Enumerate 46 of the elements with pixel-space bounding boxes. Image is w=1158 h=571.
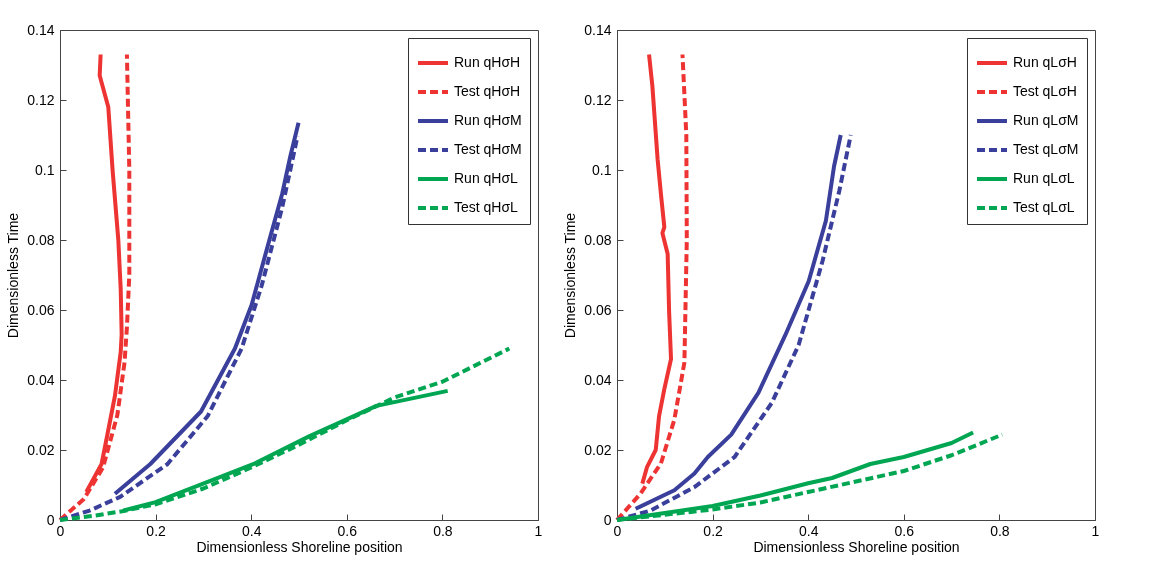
- legend-label: Run qHσL: [454, 170, 519, 186]
- x-tick-label: 0.6: [894, 522, 915, 539]
- y-tick-label: 0.1: [35, 161, 55, 178]
- y-tick-label: 0.06: [584, 301, 612, 318]
- y-tick-label: 0.02: [584, 441, 612, 458]
- y-tick-label: 0.04: [584, 371, 612, 388]
- y-tick-label: 0.06: [27, 301, 55, 318]
- y-tick-label: 0.14: [27, 21, 55, 38]
- legend-label: Run qHσM: [454, 112, 522, 128]
- legend-label: Run qHσH: [454, 54, 521, 70]
- legend-label: Test qLσM: [1013, 141, 1079, 157]
- y-axis-title: Dimensionless Time: [5, 212, 22, 339]
- x-tick-label: 0.8: [433, 522, 453, 539]
- legend-label: Test qHσM: [454, 141, 522, 157]
- y-tick-label: 0.1: [592, 161, 612, 178]
- y-tick-label: 0: [46, 511, 55, 528]
- line-series: [58, 346, 512, 522]
- legend-label: Test qLσH: [1013, 83, 1077, 99]
- y-tick-label: 0.12: [27, 91, 55, 108]
- y-tick-label: 0.08: [27, 231, 55, 248]
- x-tick-label: 1: [1091, 522, 1100, 539]
- x-axis-title: Dimensionless Shoreline position: [753, 538, 960, 555]
- y-axis-title: Dimensionless Time: [562, 212, 579, 339]
- legend-label: Test qHσH: [454, 83, 521, 99]
- x-tick-label: 1: [534, 522, 543, 539]
- line-series: [58, 52, 132, 522]
- x-tick-label: 0.4: [241, 522, 262, 539]
- x-axis-title: Dimensionless Shoreline position: [196, 538, 403, 555]
- x-tick-label: 0.2: [146, 522, 167, 539]
- legend-label: Run qLσL: [1013, 170, 1075, 186]
- y-tick-label: 0.12: [584, 91, 612, 108]
- y-tick-label: 0.04: [27, 371, 55, 388]
- legend-label: Test qLσL: [1013, 199, 1075, 215]
- y-tick-label: 0: [603, 511, 612, 528]
- x-tick-label: 0.8: [990, 522, 1010, 539]
- x-tick-label: 0.6: [337, 522, 358, 539]
- y-tick-label: 0.02: [27, 441, 55, 458]
- legend-label: Test qHσL: [454, 199, 519, 215]
- y-tick-label: 0.14: [584, 21, 612, 38]
- line-series: [615, 52, 689, 522]
- legend-label: Run qLσM: [1013, 112, 1079, 128]
- x-tick-label: 0.4: [798, 522, 819, 539]
- legend-label: Run qLσH: [1013, 54, 1077, 70]
- line-series: [121, 388, 450, 513]
- y-tick-label: 0.08: [584, 231, 612, 248]
- x-tick-label: 0.2: [703, 522, 724, 539]
